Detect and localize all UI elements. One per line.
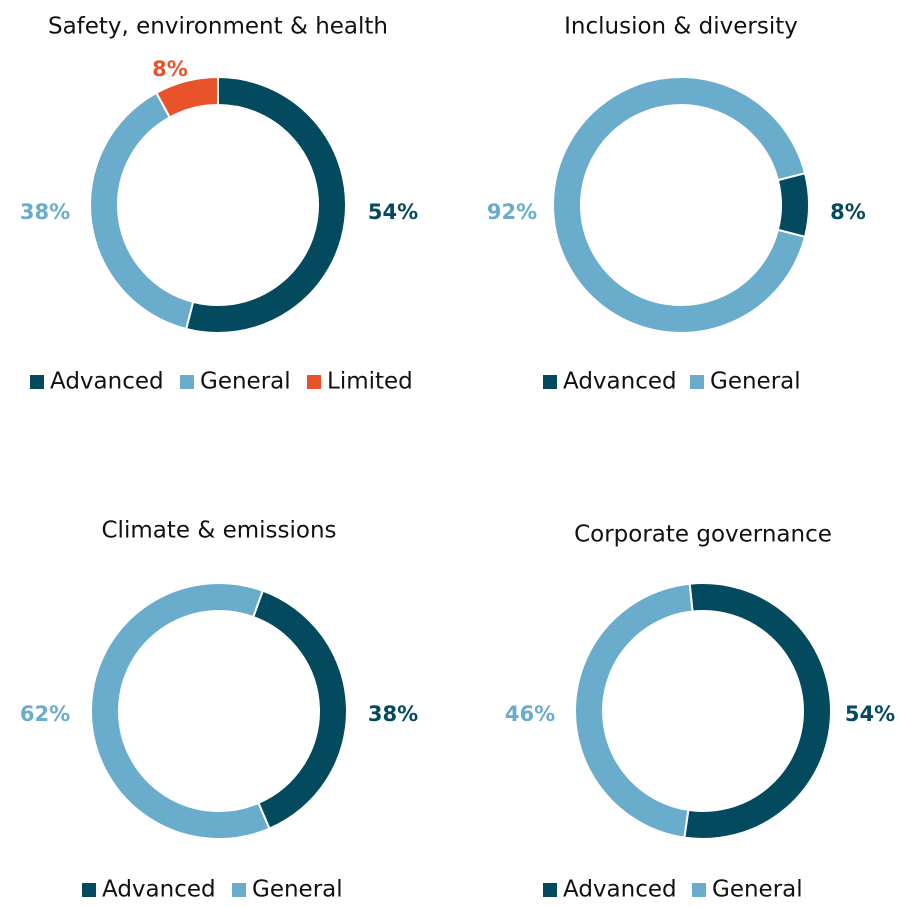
legend-label: Advanced — [563, 877, 677, 903]
donut-segment — [251, 589, 348, 830]
legend-label: Advanced — [563, 369, 677, 395]
legend-label: Limited — [327, 369, 413, 395]
chart-title: Safety, environment & health — [48, 14, 388, 40]
legend-label: General — [200, 369, 291, 395]
legend-swatch — [543, 375, 557, 389]
donut-segment — [552, 76, 807, 334]
value-label: 8% — [152, 57, 188, 81]
legend-swatch — [30, 375, 44, 389]
donut-segment — [89, 91, 195, 331]
chart-title: Corporate governance — [574, 522, 832, 548]
value-label: 38% — [20, 200, 70, 224]
legend-label: General — [710, 369, 801, 395]
value-label: 92% — [487, 200, 537, 224]
legend-label: Advanced — [50, 369, 164, 395]
legend-swatch — [232, 883, 246, 897]
donut-segment — [184, 75, 347, 334]
value-label: 54% — [368, 200, 418, 224]
legend-swatch — [82, 883, 96, 897]
chart-title: Climate & emissions — [102, 518, 337, 544]
value-label: 62% — [20, 702, 70, 726]
legend-label: General — [712, 877, 803, 903]
legend-swatch — [180, 375, 194, 389]
value-label: 38% — [368, 702, 418, 726]
donut-segment — [154, 75, 219, 119]
donut-segment — [574, 582, 694, 839]
value-label: 8% — [830, 200, 866, 224]
legend-label: General — [252, 877, 343, 903]
value-label: 54% — [845, 702, 895, 726]
donut-segment — [776, 171, 810, 239]
chart-title: Inclusion & diversity — [564, 14, 798, 40]
legend-swatch — [690, 375, 704, 389]
donut-segment — [683, 582, 832, 840]
legend-swatch — [307, 375, 321, 389]
legend-swatch — [692, 883, 706, 897]
value-label: 46% — [505, 702, 555, 726]
donut-segment — [90, 582, 271, 840]
legend-label: Advanced — [102, 877, 216, 903]
legend-swatch — [543, 883, 557, 897]
